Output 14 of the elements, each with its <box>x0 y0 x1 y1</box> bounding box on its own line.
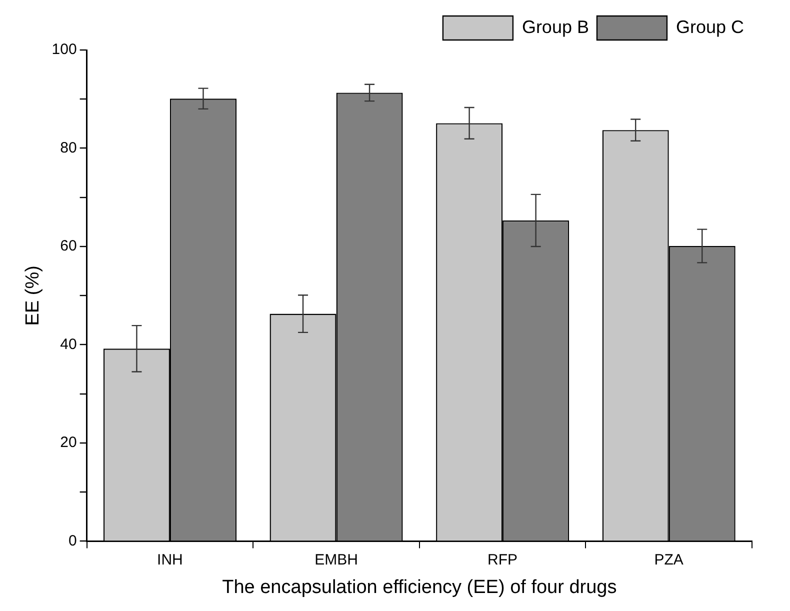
y-tick-label: 60 <box>60 238 77 255</box>
y-tick-label: 80 <box>60 139 77 156</box>
legend-label: Group B <box>522 16 589 37</box>
x-tick-label: PZA <box>654 551 684 568</box>
x-tick-label: RFP <box>488 551 518 568</box>
legend-label: Group C <box>676 16 744 37</box>
x-axis-title: The encapsulation efficiency (EE) of four drugs <box>222 576 617 598</box>
y-tick-label: 20 <box>60 434 77 452</box>
x-tick-label: INH <box>157 551 183 568</box>
y-tick-label: 100 <box>52 41 77 58</box>
y-tick-label: 0 <box>68 532 77 550</box>
x-tick-label: EMBH <box>314 551 358 568</box>
y-tick-label: 40 <box>60 336 77 353</box>
y-axis-title: EE (%) <box>22 266 44 326</box>
